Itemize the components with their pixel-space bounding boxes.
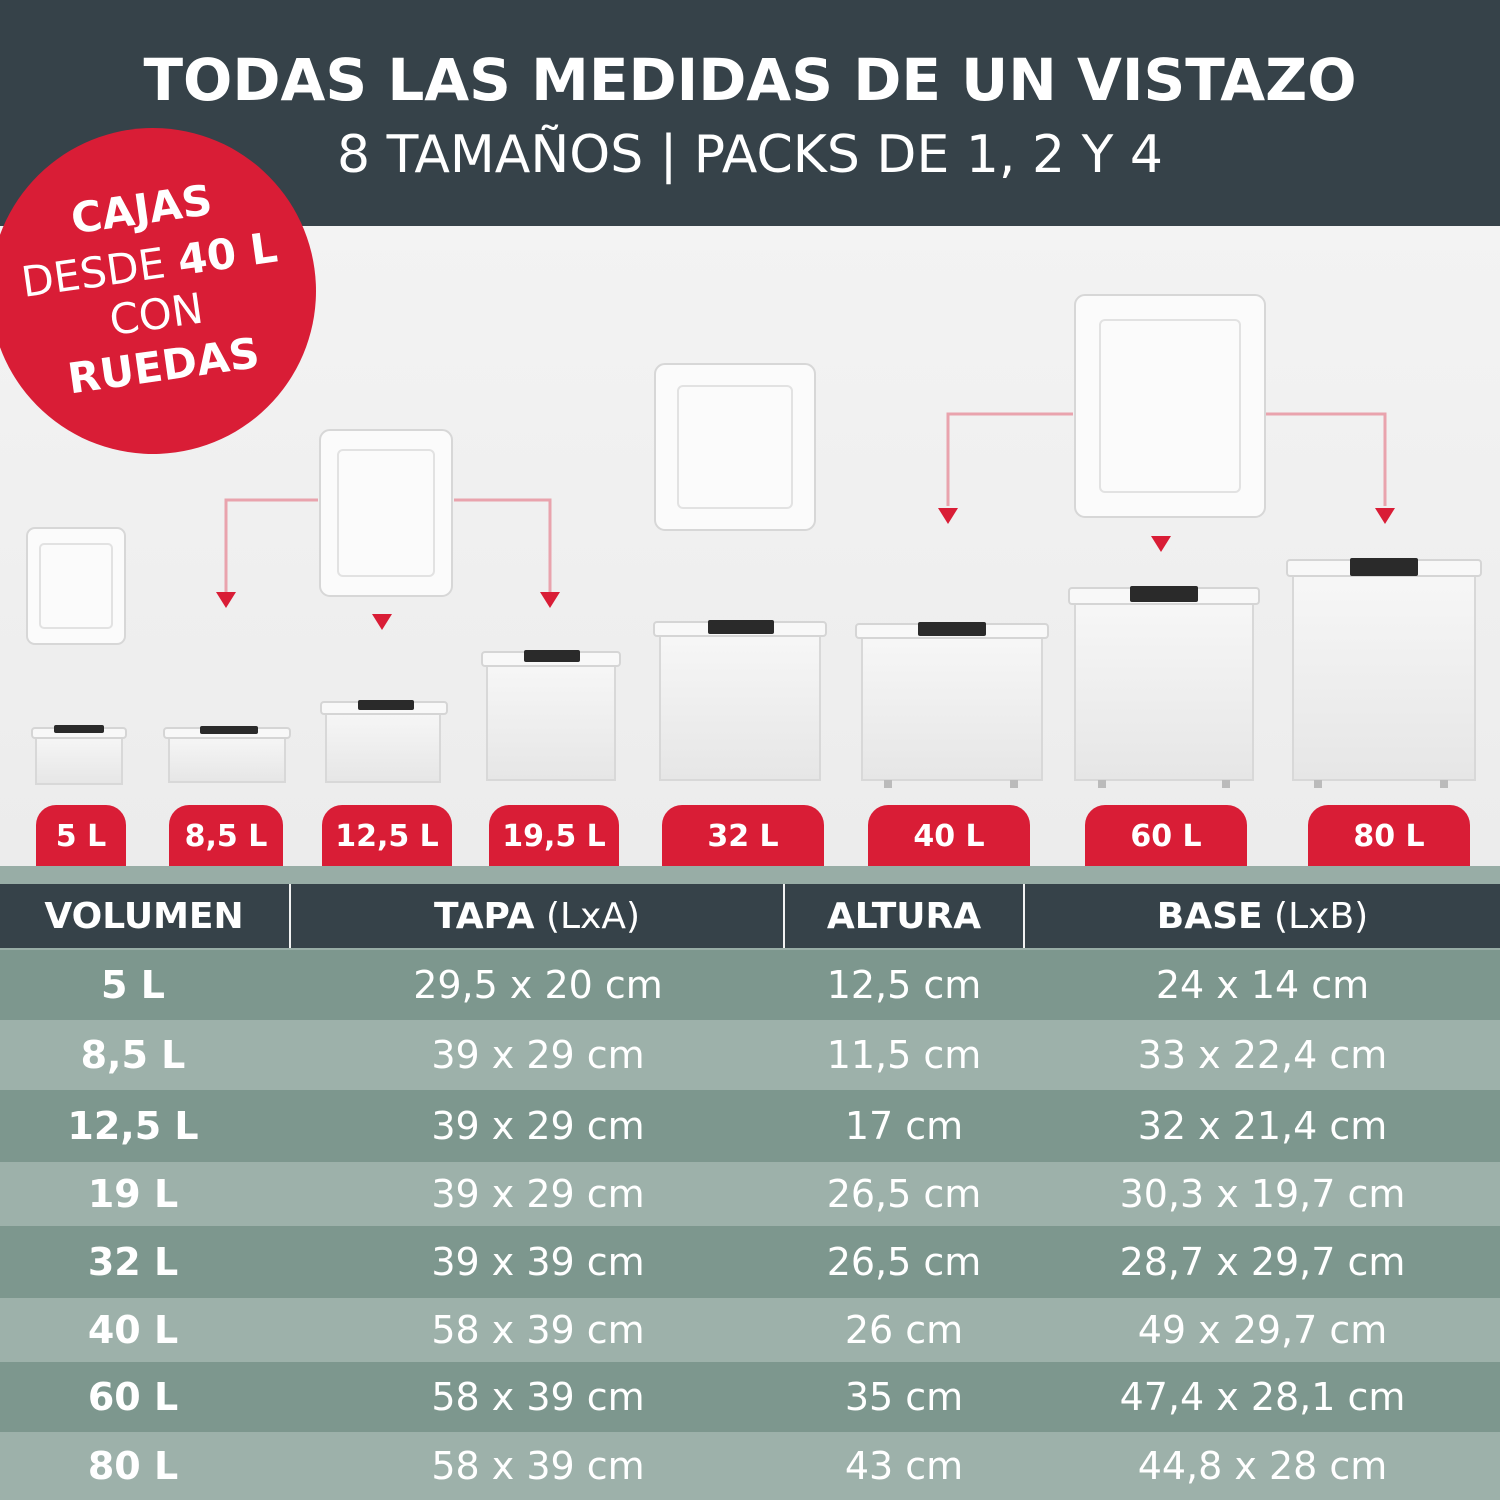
cell-altura: 26,5 cm xyxy=(826,1240,982,1284)
cell-base: 28,7 x 29,7 cm xyxy=(1119,1240,1406,1284)
cell-volumen: 60 L xyxy=(87,1375,179,1419)
cell-altura: 26 cm xyxy=(844,1308,964,1352)
cell-volumen: 80 L xyxy=(87,1444,179,1488)
cell-base: 49 x 29,7 cm xyxy=(1137,1308,1388,1352)
page-subtitle: 8 TAMAÑOS | PACKS DE 1, 2 Y 4 xyxy=(337,125,1163,185)
cell-tapa: 39 x 29 cm xyxy=(431,1104,645,1148)
cell-tapa: 39 x 29 cm xyxy=(431,1172,645,1216)
box-40l xyxy=(855,622,1049,788)
cell-volumen: 40 L xyxy=(87,1308,179,1352)
lid-5l xyxy=(26,527,126,645)
table-row: 32 L 39 x 39 cm 26,5 cm 28,7 x 29,7 cm xyxy=(0,1226,1500,1298)
arrow-heads-60l xyxy=(938,508,1395,552)
cell-base: 32 x 21,4 cm xyxy=(1137,1104,1388,1148)
table-row: 19 L 39 x 29 cm 26,5 cm 30,3 x 19,7 cm xyxy=(0,1162,1500,1226)
size-tag-40l: 40 L xyxy=(868,805,1030,867)
size-tag-80l: 80 L xyxy=(1308,805,1470,867)
cell-base: 24 x 14 cm xyxy=(1155,963,1370,1007)
cell-tapa: 39 x 29 cm xyxy=(431,1033,645,1077)
size-tag-32l: 32 L xyxy=(662,805,824,867)
box-60l xyxy=(1068,586,1260,788)
box-12l xyxy=(320,700,448,783)
table-header: VOLUMEN TAPA (LxA) ALTURA BASE (LxB) xyxy=(0,884,1500,948)
cell-volumen: 19 L xyxy=(87,1172,179,1216)
cell-volumen: 8,5 L xyxy=(80,1033,186,1077)
cell-tapa: 39 x 39 cm xyxy=(431,1240,645,1284)
header-tapa: TAPA (LxA) xyxy=(433,896,641,937)
box-80l xyxy=(1286,558,1482,788)
box-5l xyxy=(31,725,127,785)
cell-tapa: 58 x 39 cm xyxy=(431,1375,645,1419)
cell-base: 33 x 22,4 cm xyxy=(1137,1033,1388,1077)
lid-12l xyxy=(319,429,453,597)
header-divider xyxy=(1023,884,1025,948)
cell-base: 47,4 x 28,1 cm xyxy=(1119,1375,1406,1419)
header-divider xyxy=(783,884,785,948)
cell-base: 44,8 x 28 cm xyxy=(1137,1444,1388,1488)
header-altura: ALTURA xyxy=(826,896,982,937)
box-8l xyxy=(163,726,291,783)
size-tag-5l: 5 L xyxy=(36,805,126,867)
table-row: 5 L 29,5 x 20 cm 12,5 cm 24 x 14 cm xyxy=(0,950,1500,1020)
cell-volumen: 5 L xyxy=(101,963,165,1007)
size-tag-60l: 60 L xyxy=(1085,805,1247,867)
lid-32l xyxy=(654,363,816,531)
table-row: 60 L 58 x 39 cm 35 cm 47,4 x 28,1 cm xyxy=(0,1362,1500,1432)
cell-tapa: 58 x 39 cm xyxy=(431,1308,645,1352)
box-32l xyxy=(653,620,827,781)
table-row: 40 L 58 x 39 cm 26 cm 49 x 29,7 cm xyxy=(0,1298,1500,1362)
cell-volumen: 32 L xyxy=(87,1240,179,1284)
cell-volumen: 12,5 L xyxy=(67,1104,199,1148)
cell-altura: 35 cm xyxy=(844,1375,964,1419)
cell-altura: 26,5 cm xyxy=(826,1172,982,1216)
cell-altura: 43 cm xyxy=(844,1444,964,1488)
table-row: 80 L 58 x 39 cm 43 cm 44,8 x 28 cm xyxy=(0,1432,1500,1500)
cell-tapa: 58 x 39 cm xyxy=(431,1444,645,1488)
box-19l xyxy=(481,650,621,781)
cell-altura: 17 cm xyxy=(844,1104,964,1148)
cell-tapa: 29,5 x 20 cm xyxy=(413,963,663,1007)
size-tag-12l: 12,5 L xyxy=(322,805,452,867)
cell-altura: 12,5 cm xyxy=(826,963,982,1007)
header-base: BASE (LxB) xyxy=(1156,896,1369,937)
header-volumen: VOLUMEN xyxy=(44,896,244,937)
table-row: 8,5 L 39 x 29 cm 11,5 cm 33 x 22,4 cm xyxy=(0,1020,1500,1090)
page-title: TODAS LAS MEDIDAS DE UN VISTAZO xyxy=(143,46,1357,114)
cell-altura: 11,5 cm xyxy=(826,1033,982,1077)
lid-60l xyxy=(1074,294,1266,518)
cell-base: 30,3 x 19,7 cm xyxy=(1119,1172,1406,1216)
table-row: 12,5 L 39 x 29 cm 17 cm 32 x 21,4 cm xyxy=(0,1090,1500,1162)
size-tag-8l: 8,5 L xyxy=(169,805,283,867)
size-tag-19l: 19,5 L xyxy=(489,805,619,867)
header-divider xyxy=(289,884,291,948)
dimensions-table: VOLUMEN TAPA (LxA) ALTURA BASE (LxB) 5 L… xyxy=(0,866,1500,1500)
arrows-lid-12l xyxy=(224,498,552,592)
boxes-illustration xyxy=(26,294,1482,788)
arrow-heads-12l xyxy=(216,592,560,630)
arrows-lid-60l xyxy=(946,412,1387,506)
